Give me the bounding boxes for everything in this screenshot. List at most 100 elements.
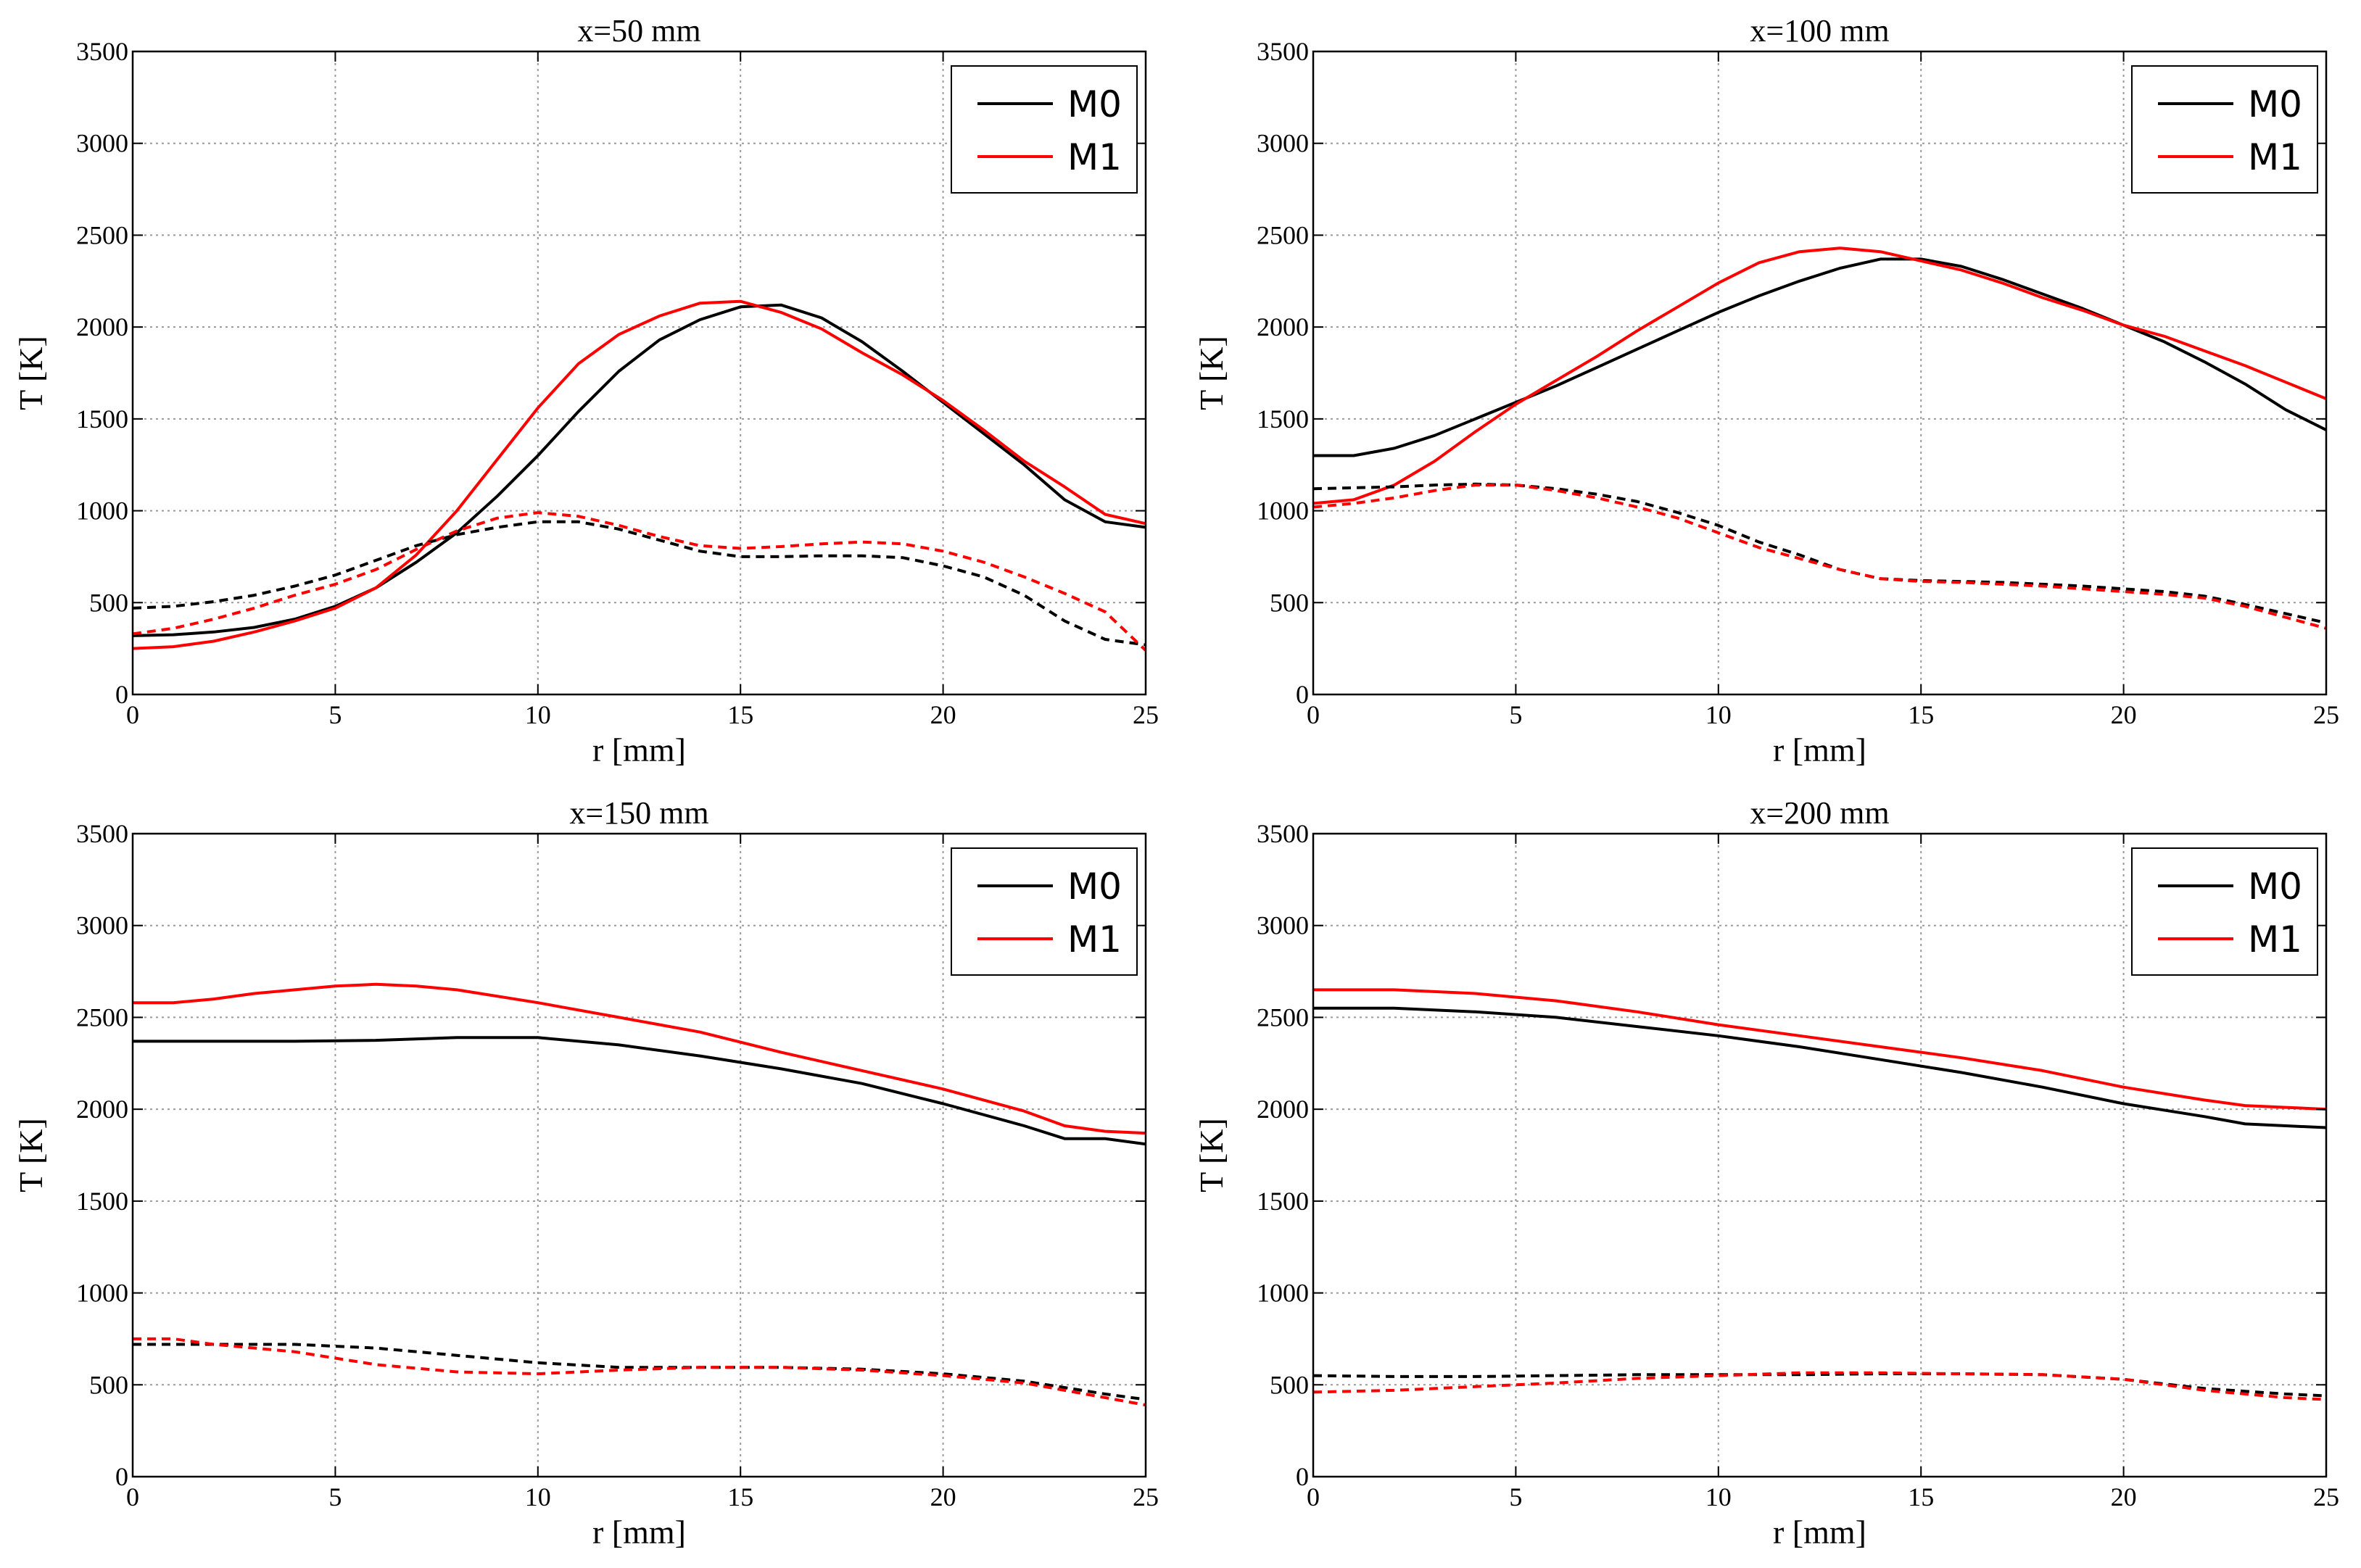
y-axis-label: T [K] (12, 336, 49, 410)
legend-label-m0: M0 (1067, 83, 1122, 125)
x-tick-label: 10 (525, 1482, 551, 1511)
chart-panel-3: 0 5 10 15 20 25 0 500 1000 1500 2000 2500 3000 3500 x=… (12, 795, 1159, 1551)
y-tick-label: 2000 (76, 1095, 128, 1124)
x-axis-label: r [mm] (1773, 1514, 1866, 1551)
y-tick-label: 500 (89, 588, 128, 617)
x-tick-label: 20 (930, 700, 956, 729)
plot-frame (1312, 50, 2328, 696)
x-tick-label: 5 (1509, 1482, 1522, 1511)
y-tick-label: 3500 (76, 37, 128, 66)
series-line-m0 (133, 1036, 1146, 1146)
series-line-m1 (133, 982, 1146, 1135)
y-tick-label: 2500 (1257, 1003, 1309, 1032)
y-tick-label: 2500 (76, 1003, 128, 1032)
y-tick-label: 3000 (76, 911, 128, 940)
legend-label-m0: M0 (2248, 866, 2302, 908)
legend-label-m1: M1 (1067, 918, 1122, 961)
x-axis-label: r [mm] (1773, 731, 1866, 768)
series-line-m0 (1313, 1006, 2326, 1129)
series-line-m0-dashed (133, 520, 1146, 647)
legend-label-m1: M1 (1067, 136, 1122, 178)
y-tick-label: 1000 (76, 1279, 128, 1308)
series-line-m1-dashed (1313, 484, 2326, 630)
y-tick-label: 3500 (1257, 819, 1309, 848)
x-tick-label: 15 (727, 700, 753, 729)
y-tick-label: 3000 (76, 129, 128, 158)
y-tick-label: 2500 (76, 220, 128, 249)
x-tick-label: 5 (328, 700, 342, 729)
legend-label-m1: M1 (2248, 918, 2302, 961)
series-line-m0 (133, 303, 1146, 637)
x-tick-label: 0 (126, 1482, 139, 1511)
series-line-m1 (1313, 988, 2326, 1111)
legend-box (2131, 847, 2318, 976)
plot-frame (131, 832, 1147, 1478)
x-tick-label: 10 (1705, 700, 1732, 729)
x-tick-label: 25 (2313, 700, 2339, 729)
y-tick-label: 2000 (1257, 312, 1309, 341)
series-line-m0-dashed (133, 1343, 1146, 1401)
y-tick-label: 1500 (76, 1187, 128, 1216)
legend-box (951, 65, 1138, 194)
x-tick-label: 10 (1705, 1482, 1732, 1511)
series-line-m0-dashed (1313, 482, 2326, 625)
y-tick-label: 1000 (1257, 497, 1309, 526)
x-tick-label: 20 (930, 1482, 956, 1511)
y-tick-label: 0 (115, 1462, 128, 1491)
legend-label-m0: M0 (1067, 866, 1122, 908)
x-tick-label: 25 (1133, 1482, 1159, 1511)
series-line-m1 (1313, 246, 2326, 505)
series-line-m1 (133, 299, 1146, 650)
x-tick-label: 20 (2111, 1482, 2137, 1511)
chart-title: x=50 mm (577, 13, 700, 49)
series-line-m1-dashed (133, 1337, 1146, 1407)
chart-title: x=200 mm (1750, 795, 1889, 831)
x-axis-label: r [mm] (592, 731, 686, 768)
legend-box (2131, 65, 2318, 194)
chart-panel-1: 0 5 10 15 20 25 0 500 1000 1500 2000 2500 3000 3500 x=… (12, 13, 1159, 768)
x-tick-label: 0 (126, 700, 139, 729)
x-tick-label: 5 (328, 1482, 342, 1511)
legend-label-m0: M0 (2248, 83, 2302, 125)
y-axis-label: T [K] (12, 1118, 49, 1192)
y-tick-label: 1500 (1257, 405, 1309, 434)
chart-panel-4: 0 5 10 15 20 25 0 500 1000 1500 2000 2500 3000 3500 x=… (1193, 795, 2339, 1551)
y-tick-label: 500 (89, 1370, 128, 1399)
series-line-m1-dashed (1313, 1371, 2326, 1401)
x-tick-label: 15 (1908, 1482, 1934, 1511)
chart-title: x=150 mm (569, 795, 708, 831)
y-tick-label: 500 (1270, 588, 1309, 617)
y-tick-label: 1000 (76, 497, 128, 526)
x-tick-label: 10 (525, 700, 551, 729)
y-tick-label: 2000 (1257, 1095, 1309, 1124)
x-tick-label: 25 (1133, 700, 1159, 729)
series-line-m1-dashed (133, 511, 1146, 652)
chart-title: x=100 mm (1750, 13, 1889, 49)
x-axis-label: r [mm] (592, 1514, 686, 1551)
series-line-m0 (1313, 257, 2326, 457)
x-tick-label: 15 (727, 1482, 753, 1511)
y-tick-label: 3000 (1257, 911, 1309, 940)
y-tick-label: 3000 (1257, 129, 1309, 158)
y-tick-label: 1500 (76, 405, 128, 434)
x-tick-label: 5 (1509, 700, 1522, 729)
x-tick-label: 15 (1908, 700, 1934, 729)
y-tick-label: 500 (1270, 1370, 1309, 1399)
plot-frame (1312, 832, 2328, 1478)
x-tick-label: 0 (1307, 1482, 1320, 1511)
x-tick-label: 20 (2111, 700, 2137, 729)
y-axis-label: T [K] (1193, 1118, 1230, 1192)
y-tick-label: 3500 (76, 819, 128, 848)
y-tick-label: 1000 (1257, 1279, 1309, 1308)
y-tick-label: 2000 (76, 312, 128, 341)
y-tick-label: 0 (1296, 1462, 1309, 1491)
y-tick-label: 2500 (1257, 220, 1309, 249)
y-tick-label: 0 (115, 680, 128, 709)
legend-label-m1: M1 (2248, 136, 2302, 178)
x-tick-label: 0 (1307, 700, 1320, 729)
chart-panel-2: 0 5 10 15 20 25 0 500 1000 1500 2000 2500 3000 3500 x=… (1193, 13, 2339, 768)
